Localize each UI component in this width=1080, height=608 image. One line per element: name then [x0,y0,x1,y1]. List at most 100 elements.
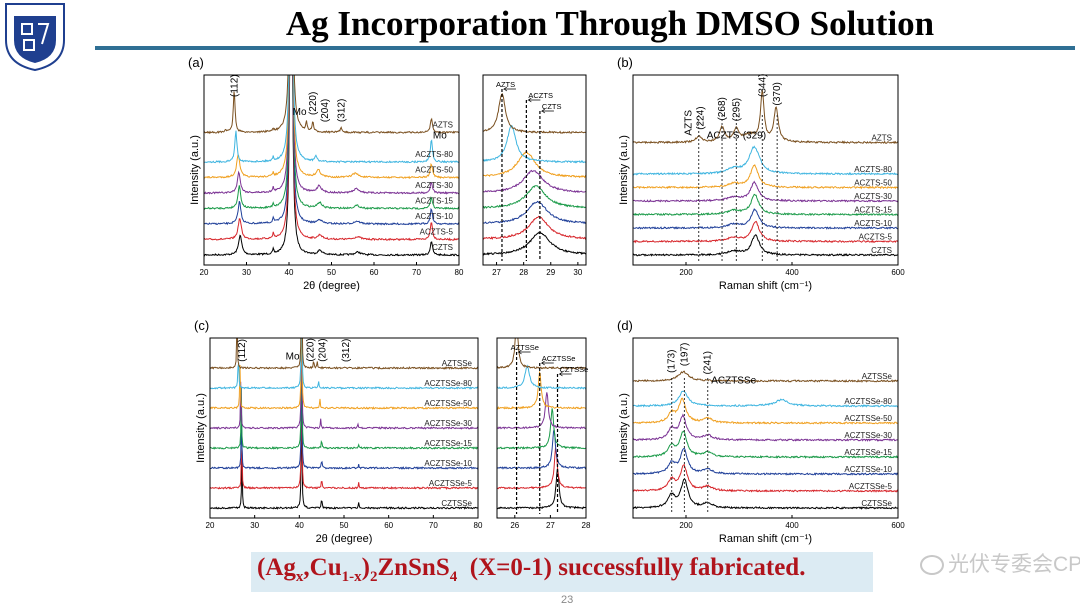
series-trace-ACZTS-5 [483,215,586,240]
peak-annotation: (197) [679,343,690,366]
peak-annotation: Mo [286,352,300,363]
series-trace-AZTS [204,75,459,135]
series-trace-ACZTS-10 [633,208,898,230]
series-label: CZTS [871,246,892,255]
series-label: ACZTS-30 [854,192,892,201]
series-trace-ACZTSSe-30 [210,343,478,430]
page-number: 23 [561,594,574,606]
x-tick-label: 600 [891,268,905,277]
shift-arrow-icon [527,97,541,103]
formula-subscript: 1-x [341,569,362,585]
series-trace-ACZTS-50 [483,151,586,179]
series-label: ACZTSSe-10 [424,459,472,468]
series-label: ACZTS-50 [854,179,892,188]
formula-part: (Ag [257,554,296,581]
x-tick-label: 50 [340,521,349,530]
series-trace-ACZTSSe-5 [210,403,478,490]
series-trace-CZTS [633,234,898,257]
series-label: ACZTS-80 [854,165,892,174]
shift-label: CZTSSe [560,365,589,374]
x-axis-title: Raman shift (cm⁻¹) [719,280,812,292]
series-trace-ACZTS-15 [204,75,459,211]
series-label: ACZTS-15 [415,197,453,206]
peak-annotation: (173) [667,350,678,373]
series-trace-ACZTSSe-80 [210,338,478,390]
series-label: ACZTS-50 [415,166,453,175]
x-tick-label: 400 [785,521,799,530]
series-trace-ACZTSSe-10 [210,383,478,470]
x-tick-label: 200 [679,521,693,530]
peak-annotation: (370) [772,82,783,105]
shift-label: CZTS [542,102,562,111]
series-trace-ACZTSSe-10 [497,429,586,470]
phase-label: ACZTS [707,130,740,141]
peak-annotation: (220) [306,338,317,361]
x-tick-label: 50 [327,268,336,277]
shift-arrow-icon [517,349,531,355]
series-label: ACZTSSe-15 [424,439,472,448]
formula-part: ZnSnS [377,554,450,581]
peak-annotation: AZTS [684,110,695,136]
series-trace-AZTS [483,92,586,134]
peak-annotation: (344) [757,74,768,97]
plot-frame [632,74,899,266]
x-tick-label: 60 [370,268,379,277]
traces [204,75,459,257]
x-tick-label: 200 [679,268,693,277]
x-tick-label: 70 [429,521,438,530]
series-trace-ACZTSSe-10 [633,447,898,476]
series-label: AZTS [872,134,892,143]
series-label: ACZTS-15 [854,206,892,215]
series-trace-ACZTS-80 [204,75,459,164]
x-tick-label: 30 [573,268,582,277]
series-trace-ACZTSSe-50 [210,338,478,410]
x-tick-label: 29 [546,268,555,277]
series-trace-CZTS [204,75,459,257]
x-tick-label: 40 [295,521,304,530]
x-tick-label: 28 [519,268,528,277]
series-trace-ACZTSSe-15 [633,430,898,459]
series-trace-ACZTSSe-80 [497,364,586,390]
x-axis-title: 2θ (degree) [316,533,373,545]
series-label: ACZTSSe-10 [844,465,892,474]
y-axis-title: Intensity (a.u.) [189,135,201,205]
series-label: ACZTSSe-50 [424,399,472,408]
wechat-icon [920,555,944,576]
x-tick-label: 27 [546,521,555,530]
traces [483,92,586,256]
series-trace-ACZTS-80 [633,145,898,176]
traces [633,370,898,510]
series-trace-ACZTSSe-15 [497,408,586,450]
series-label: ACZTSSe-50 [844,414,892,423]
x-axis-title: 2θ (degree) [303,280,360,292]
university-logo [2,0,68,72]
panel-c: CZTSSe ACZTSSe-5 ACZTSSe-10 ACZTSSe-15 ACZTS… [194,318,483,545]
shift-arrow-icon [558,371,572,377]
peak-annotation: Mo [293,107,307,118]
series-label: ACZTS-10 [854,219,892,228]
panel-label: (d) [617,318,633,333]
peak-annotation: (312) [336,99,347,122]
x-axis-title: Raman shift (cm⁻¹) [719,533,812,545]
series-label: ACZTS-30 [415,181,453,190]
shift-label: ACZTS [528,91,553,100]
panel-a: CZTS ACZTS-5 ACZTS-10 ACZTS-15 ACZTS-30 ACZTS… [188,55,464,292]
peak-annotation: (241) [703,351,714,374]
traces [633,90,898,257]
slide-title: Ag Incorporation Through DMSO Solution [285,4,935,43]
series-label: AZTSSe [442,359,473,368]
peak-annotation: (112) [237,339,248,362]
peak-annotation: (295) [731,98,742,121]
phase-label: (329) [743,130,766,141]
shift-label: ACZTSSe [542,354,576,363]
series-trace-ACZTS-5 [633,220,898,244]
title-divider [95,46,1075,50]
series-label: ACZTSSe-30 [424,419,472,428]
series-trace-ACZTS-80 [483,124,586,164]
x-tick-label: 26 [510,521,519,530]
x-tick-label: 80 [455,268,464,277]
series-trace-ACZTSSe-30 [633,413,898,442]
summary-statement: (X=0-1) successfully fabricated. [457,554,806,581]
